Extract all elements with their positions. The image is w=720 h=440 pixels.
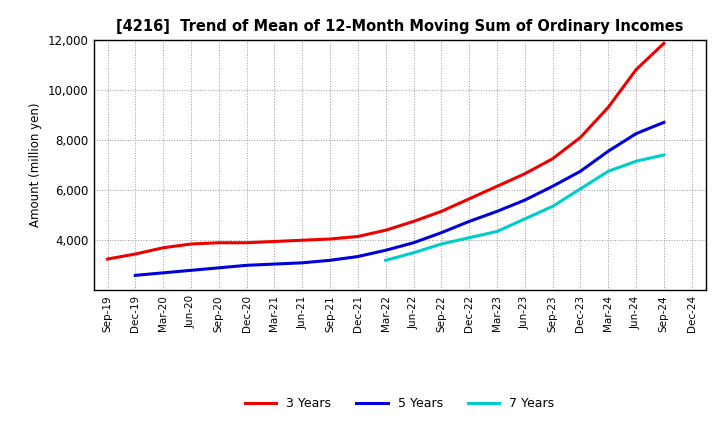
3 Years — [131, 251, 140, 257]
5 Years — [354, 254, 362, 259]
3 Years — [604, 105, 613, 110]
7 Years — [604, 169, 613, 174]
5 Years — [521, 198, 529, 203]
7 Years — [465, 235, 474, 240]
5 Years — [298, 260, 307, 265]
3 Years — [298, 238, 307, 243]
5 Years — [437, 230, 446, 235]
3 Years — [186, 242, 195, 247]
7 Years — [382, 258, 390, 263]
3 Years — [409, 219, 418, 224]
5 Years — [215, 265, 223, 271]
3 Years — [492, 183, 501, 189]
5 Years — [549, 183, 557, 189]
7 Years — [631, 158, 640, 164]
Legend: 3 Years, 5 Years, 7 Years: 3 Years, 5 Years, 7 Years — [240, 392, 559, 415]
5 Years — [325, 258, 334, 263]
5 Years — [131, 273, 140, 278]
5 Years — [631, 131, 640, 136]
5 Years — [270, 261, 279, 267]
Title: [4216]  Trend of Mean of 12-Month Moving Sum of Ordinary Incomes: [4216] Trend of Mean of 12-Month Moving … — [116, 19, 683, 34]
7 Years — [576, 186, 585, 191]
5 Years — [159, 270, 168, 275]
3 Years — [242, 240, 251, 246]
7 Years — [660, 152, 668, 158]
3 Years — [382, 227, 390, 233]
5 Years — [492, 209, 501, 214]
3 Years — [159, 245, 168, 250]
3 Years — [576, 135, 585, 140]
7 Years — [521, 216, 529, 222]
3 Years — [549, 156, 557, 161]
3 Years — [660, 41, 668, 46]
7 Years — [492, 229, 501, 234]
3 Years — [631, 67, 640, 72]
3 Years — [103, 257, 112, 262]
3 Years — [325, 236, 334, 242]
7 Years — [549, 204, 557, 209]
5 Years — [186, 268, 195, 273]
3 Years — [465, 196, 474, 202]
5 Years — [242, 263, 251, 268]
Line: 7 Years: 7 Years — [386, 155, 664, 260]
5 Years — [382, 248, 390, 253]
5 Years — [604, 149, 613, 154]
3 Years — [521, 171, 529, 176]
5 Years — [660, 120, 668, 125]
5 Years — [576, 169, 585, 174]
Line: 5 Years: 5 Years — [135, 122, 664, 275]
5 Years — [465, 219, 474, 224]
3 Years — [215, 240, 223, 246]
3 Years — [354, 234, 362, 239]
3 Years — [270, 239, 279, 244]
7 Years — [409, 250, 418, 255]
Line: 3 Years: 3 Years — [107, 44, 664, 259]
7 Years — [437, 242, 446, 247]
Y-axis label: Amount (million yen): Amount (million yen) — [30, 103, 42, 227]
5 Years — [409, 240, 418, 246]
3 Years — [437, 209, 446, 214]
